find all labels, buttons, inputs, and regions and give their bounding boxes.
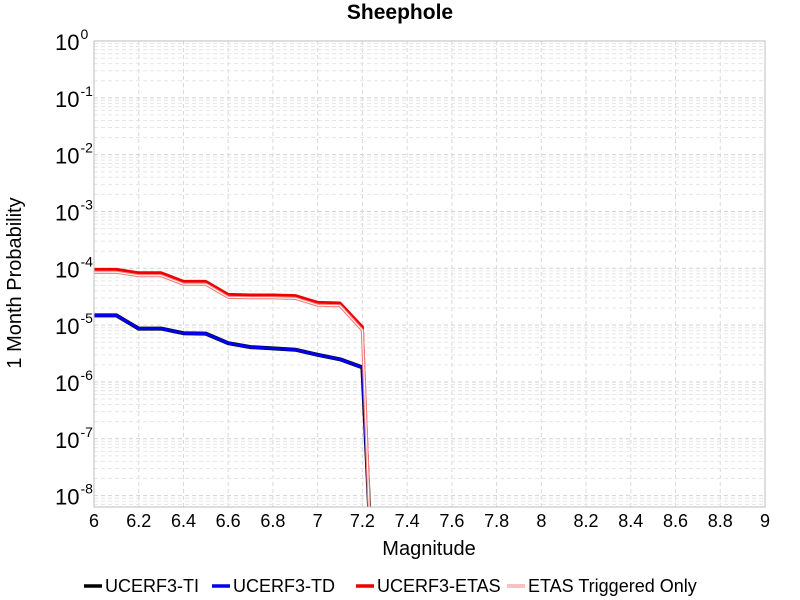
series-line-3 bbox=[94, 267, 371, 508]
y-tick-label: 10-7 bbox=[55, 424, 93, 453]
y-tick-exponent: -3 bbox=[80, 196, 93, 212]
y-tick-label: 10-4 bbox=[55, 253, 93, 282]
series-lines bbox=[94, 267, 372, 508]
y-tick-base: 10 bbox=[55, 485, 79, 510]
plot-frame bbox=[93, 40, 766, 508]
legend: UCERF3-TI UCERF3-TD UCERF3-ETAS ETAS Trigge… bbox=[84, 576, 697, 596]
y-tick-exponent: -7 bbox=[80, 424, 93, 440]
x-tick-label: 6.4 bbox=[171, 511, 196, 531]
x-tick-label: 9 bbox=[760, 511, 770, 531]
y-tick-label: 10-1 bbox=[55, 83, 93, 112]
x-tick-label: 7.6 bbox=[439, 511, 464, 531]
y-tick-base: 10 bbox=[55, 144, 79, 169]
x-tick-label: 7 bbox=[313, 511, 323, 531]
y-tick-exponent: 0 bbox=[80, 26, 88, 42]
y-tick-label: 100 bbox=[55, 26, 88, 55]
y-tick-exponent: -4 bbox=[80, 253, 93, 269]
legend-label-2: UCERF3-TD bbox=[233, 576, 335, 596]
x-tick-label: 7.4 bbox=[395, 511, 420, 531]
y-tick-exponent: -2 bbox=[80, 140, 93, 156]
y-tick-exponent: -1 bbox=[80, 83, 93, 99]
chart-title: Sheephole bbox=[347, 1, 453, 24]
y-tick-base: 10 bbox=[55, 314, 79, 339]
y-tick-base: 10 bbox=[55, 87, 79, 112]
y-tick-exponent: -5 bbox=[80, 310, 93, 326]
y-tick-label: 10-3 bbox=[55, 196, 93, 225]
y-axis-label: 1 Month Probability bbox=[4, 197, 26, 368]
x-tick-label: 6 bbox=[89, 511, 99, 531]
y-tick-label: 10-2 bbox=[55, 140, 93, 169]
y-tick-base: 10 bbox=[55, 371, 79, 396]
series-line-4-core bbox=[94, 271, 370, 508]
x-tick-label: 8.6 bbox=[663, 511, 688, 531]
series-line-2 bbox=[94, 313, 371, 508]
y-tick-exponent: -8 bbox=[80, 481, 93, 497]
legend-label-3: UCERF3-ETAS bbox=[377, 576, 501, 596]
y-tick-base: 10 bbox=[55, 257, 79, 282]
x-tick-label: 6.6 bbox=[216, 511, 241, 531]
x-tick-label: 7.8 bbox=[484, 511, 509, 531]
x-tick-label: 8.8 bbox=[708, 511, 733, 531]
y-tick-exponent: -6 bbox=[80, 367, 93, 383]
x-tick-label: 8 bbox=[536, 511, 546, 531]
x-axis-ticks: 6 6.2 6.4 6.6 6.8 7 7.2 7.4 7.6 7.8 8 8.2 8.4 8.6 8.8 9 bbox=[89, 511, 770, 531]
x-tick-label: 6.2 bbox=[126, 511, 151, 531]
x-axis-label: Magnitude bbox=[382, 538, 475, 560]
plot-background bbox=[94, 41, 765, 507]
y-tick-label: 10-8 bbox=[55, 481, 93, 510]
legend-label-1: UCERF3-TI bbox=[105, 576, 199, 596]
y-tick-base: 10 bbox=[55, 428, 79, 453]
x-tick-label: 8.2 bbox=[574, 511, 599, 531]
plot-area bbox=[94, 41, 765, 507]
y-tick-label: 10-6 bbox=[55, 367, 93, 396]
y-tick-base: 10 bbox=[55, 200, 79, 225]
x-tick-label: 6.8 bbox=[260, 511, 285, 531]
y-tick-base: 10 bbox=[55, 30, 79, 55]
x-tick-label: 8.4 bbox=[618, 511, 643, 531]
y-tick-label: 10-5 bbox=[55, 310, 93, 339]
plot-border bbox=[93, 40, 766, 508]
x-tick-label: 7.2 bbox=[350, 511, 375, 531]
legend-label-4: ETAS Triggered Only bbox=[528, 576, 697, 596]
